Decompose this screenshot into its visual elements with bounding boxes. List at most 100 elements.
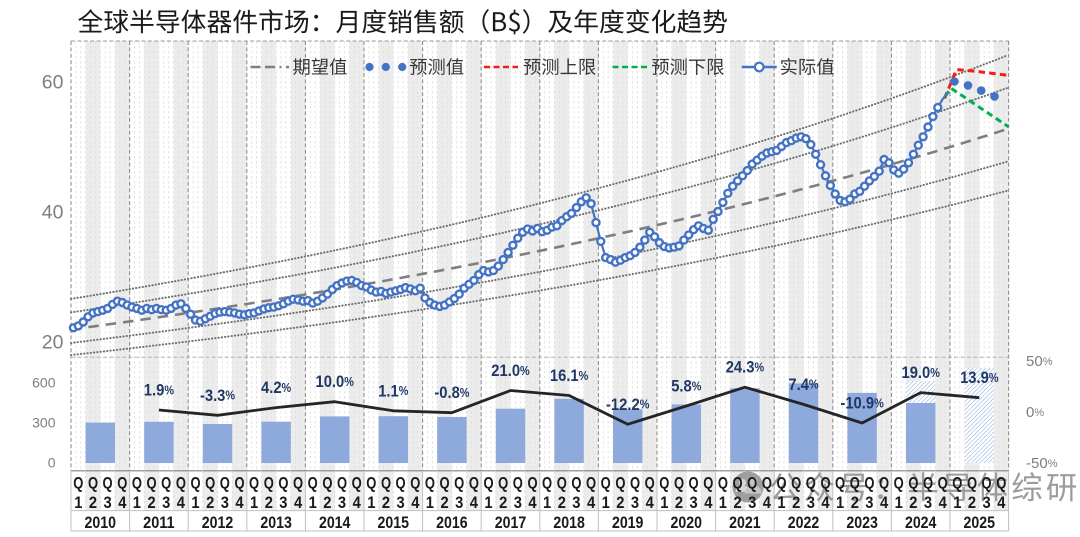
svg-text:3: 3 <box>924 493 932 512</box>
svg-text:4: 4 <box>235 493 244 512</box>
svg-text:Q: Q <box>586 474 596 493</box>
svg-text:-3.3%: -3.3% <box>200 386 235 405</box>
svg-text:2: 2 <box>968 493 976 512</box>
svg-text:1: 1 <box>367 493 375 512</box>
svg-text:Q: Q <box>674 474 684 493</box>
svg-text:2012: 2012 <box>202 513 234 532</box>
svg-text:Q: Q <box>527 474 537 493</box>
svg-text:1: 1 <box>484 493 492 512</box>
svg-text:Q: Q <box>103 474 113 493</box>
svg-text:3: 3 <box>748 493 756 512</box>
svg-text:Q: Q <box>483 474 493 493</box>
svg-text:3: 3 <box>104 493 112 512</box>
svg-text:1: 1 <box>309 493 317 512</box>
svg-text:1: 1 <box>895 493 903 512</box>
svg-text:Q: Q <box>615 474 625 493</box>
svg-text:4: 4 <box>821 493 830 512</box>
svg-text:4: 4 <box>880 493 889 512</box>
svg-text:2015: 2015 <box>378 513 410 532</box>
svg-text:Q: Q <box>454 474 464 493</box>
svg-text:50%: 50% <box>1026 353 1053 370</box>
svg-text:2024: 2024 <box>905 513 937 532</box>
svg-text:Q: Q <box>879 474 889 493</box>
svg-text:1.1%: 1.1% <box>378 381 408 400</box>
svg-text:2: 2 <box>265 493 273 512</box>
svg-text:Q: Q <box>132 474 142 493</box>
svg-text:Q: Q <box>982 474 992 493</box>
svg-text:2: 2 <box>382 493 390 512</box>
svg-text:2020: 2020 <box>671 513 703 532</box>
svg-text:Q: Q <box>190 474 200 493</box>
svg-text:4: 4 <box>353 493 362 512</box>
svg-text:600: 600 <box>32 375 56 391</box>
svg-text:Q: Q <box>381 474 391 493</box>
svg-text:Q: Q <box>337 474 347 493</box>
svg-text:Q: Q <box>498 474 508 493</box>
svg-text:4: 4 <box>528 493 537 512</box>
svg-text:3: 3 <box>807 493 815 512</box>
svg-text:-12.2%: -12.2% <box>606 395 649 414</box>
svg-text:Q: Q <box>249 474 259 493</box>
svg-text:Q: Q <box>557 474 567 493</box>
svg-text:2023: 2023 <box>846 513 878 532</box>
svg-text:0%: 0% <box>1026 404 1044 421</box>
svg-text:2021: 2021 <box>729 513 761 532</box>
svg-text:Q: Q <box>88 474 98 493</box>
svg-text:3: 3 <box>162 493 170 512</box>
svg-text:Q: Q <box>322 474 332 493</box>
svg-text:24.3%: 24.3% <box>726 358 764 377</box>
svg-text:7.4%: 7.4% <box>788 375 818 394</box>
svg-text:300: 300 <box>32 415 56 431</box>
svg-text:Q: Q <box>718 474 728 493</box>
svg-text:0: 0 <box>48 455 56 471</box>
svg-text:2: 2 <box>616 493 624 512</box>
svg-text:1: 1 <box>250 493 258 512</box>
svg-text:Q: Q <box>278 474 288 493</box>
svg-text:Q: Q <box>513 474 523 493</box>
svg-text:Q: Q <box>469 474 479 493</box>
svg-text:4: 4 <box>118 493 127 512</box>
svg-text:3: 3 <box>455 493 463 512</box>
svg-text:Q: Q <box>440 474 450 493</box>
svg-text:3: 3 <box>397 493 405 512</box>
svg-text:Q: Q <box>820 474 830 493</box>
svg-text:Q: Q <box>806 474 816 493</box>
svg-text:4: 4 <box>939 493 948 512</box>
svg-text:2: 2 <box>851 493 859 512</box>
svg-text:1: 1 <box>836 493 844 512</box>
svg-text:1: 1 <box>777 493 785 512</box>
svg-text:Q: Q <box>205 474 215 493</box>
svg-text:Q: Q <box>967 474 977 493</box>
svg-text:3: 3 <box>983 493 991 512</box>
svg-text:Q: Q <box>996 474 1006 493</box>
svg-text:Q: Q <box>894 474 904 493</box>
svg-text:2: 2 <box>323 493 331 512</box>
svg-text:2: 2 <box>558 493 566 512</box>
svg-text:1: 1 <box>133 493 141 512</box>
svg-text:4: 4 <box>294 493 303 512</box>
svg-text:10.0%: 10.0% <box>316 372 354 391</box>
svg-text:2013: 2013 <box>260 513 292 532</box>
svg-text:2: 2 <box>734 493 742 512</box>
svg-text:2: 2 <box>792 493 800 512</box>
svg-text:3: 3 <box>690 493 698 512</box>
svg-text:2010: 2010 <box>85 513 117 532</box>
svg-text:Q: Q <box>864 474 874 493</box>
svg-text:19.0%: 19.0% <box>902 363 940 382</box>
svg-text:2022: 2022 <box>788 513 820 532</box>
svg-text:4: 4 <box>646 493 655 512</box>
svg-text:Q: Q <box>601 474 611 493</box>
svg-text:-50%: -50% <box>1026 455 1058 472</box>
svg-text:Q: Q <box>689 474 699 493</box>
svg-text:Q: Q <box>762 474 772 493</box>
svg-text:2: 2 <box>206 493 214 512</box>
svg-text:2025: 2025 <box>964 513 996 532</box>
svg-text:Q: Q <box>835 474 845 493</box>
svg-text:Q: Q <box>293 474 303 493</box>
svg-text:4: 4 <box>704 493 713 512</box>
svg-text:2: 2 <box>909 493 917 512</box>
svg-text:1: 1 <box>543 493 551 512</box>
svg-text:Q: Q <box>264 474 274 493</box>
svg-text:60: 60 <box>42 71 64 93</box>
svg-text:4: 4 <box>177 493 186 512</box>
